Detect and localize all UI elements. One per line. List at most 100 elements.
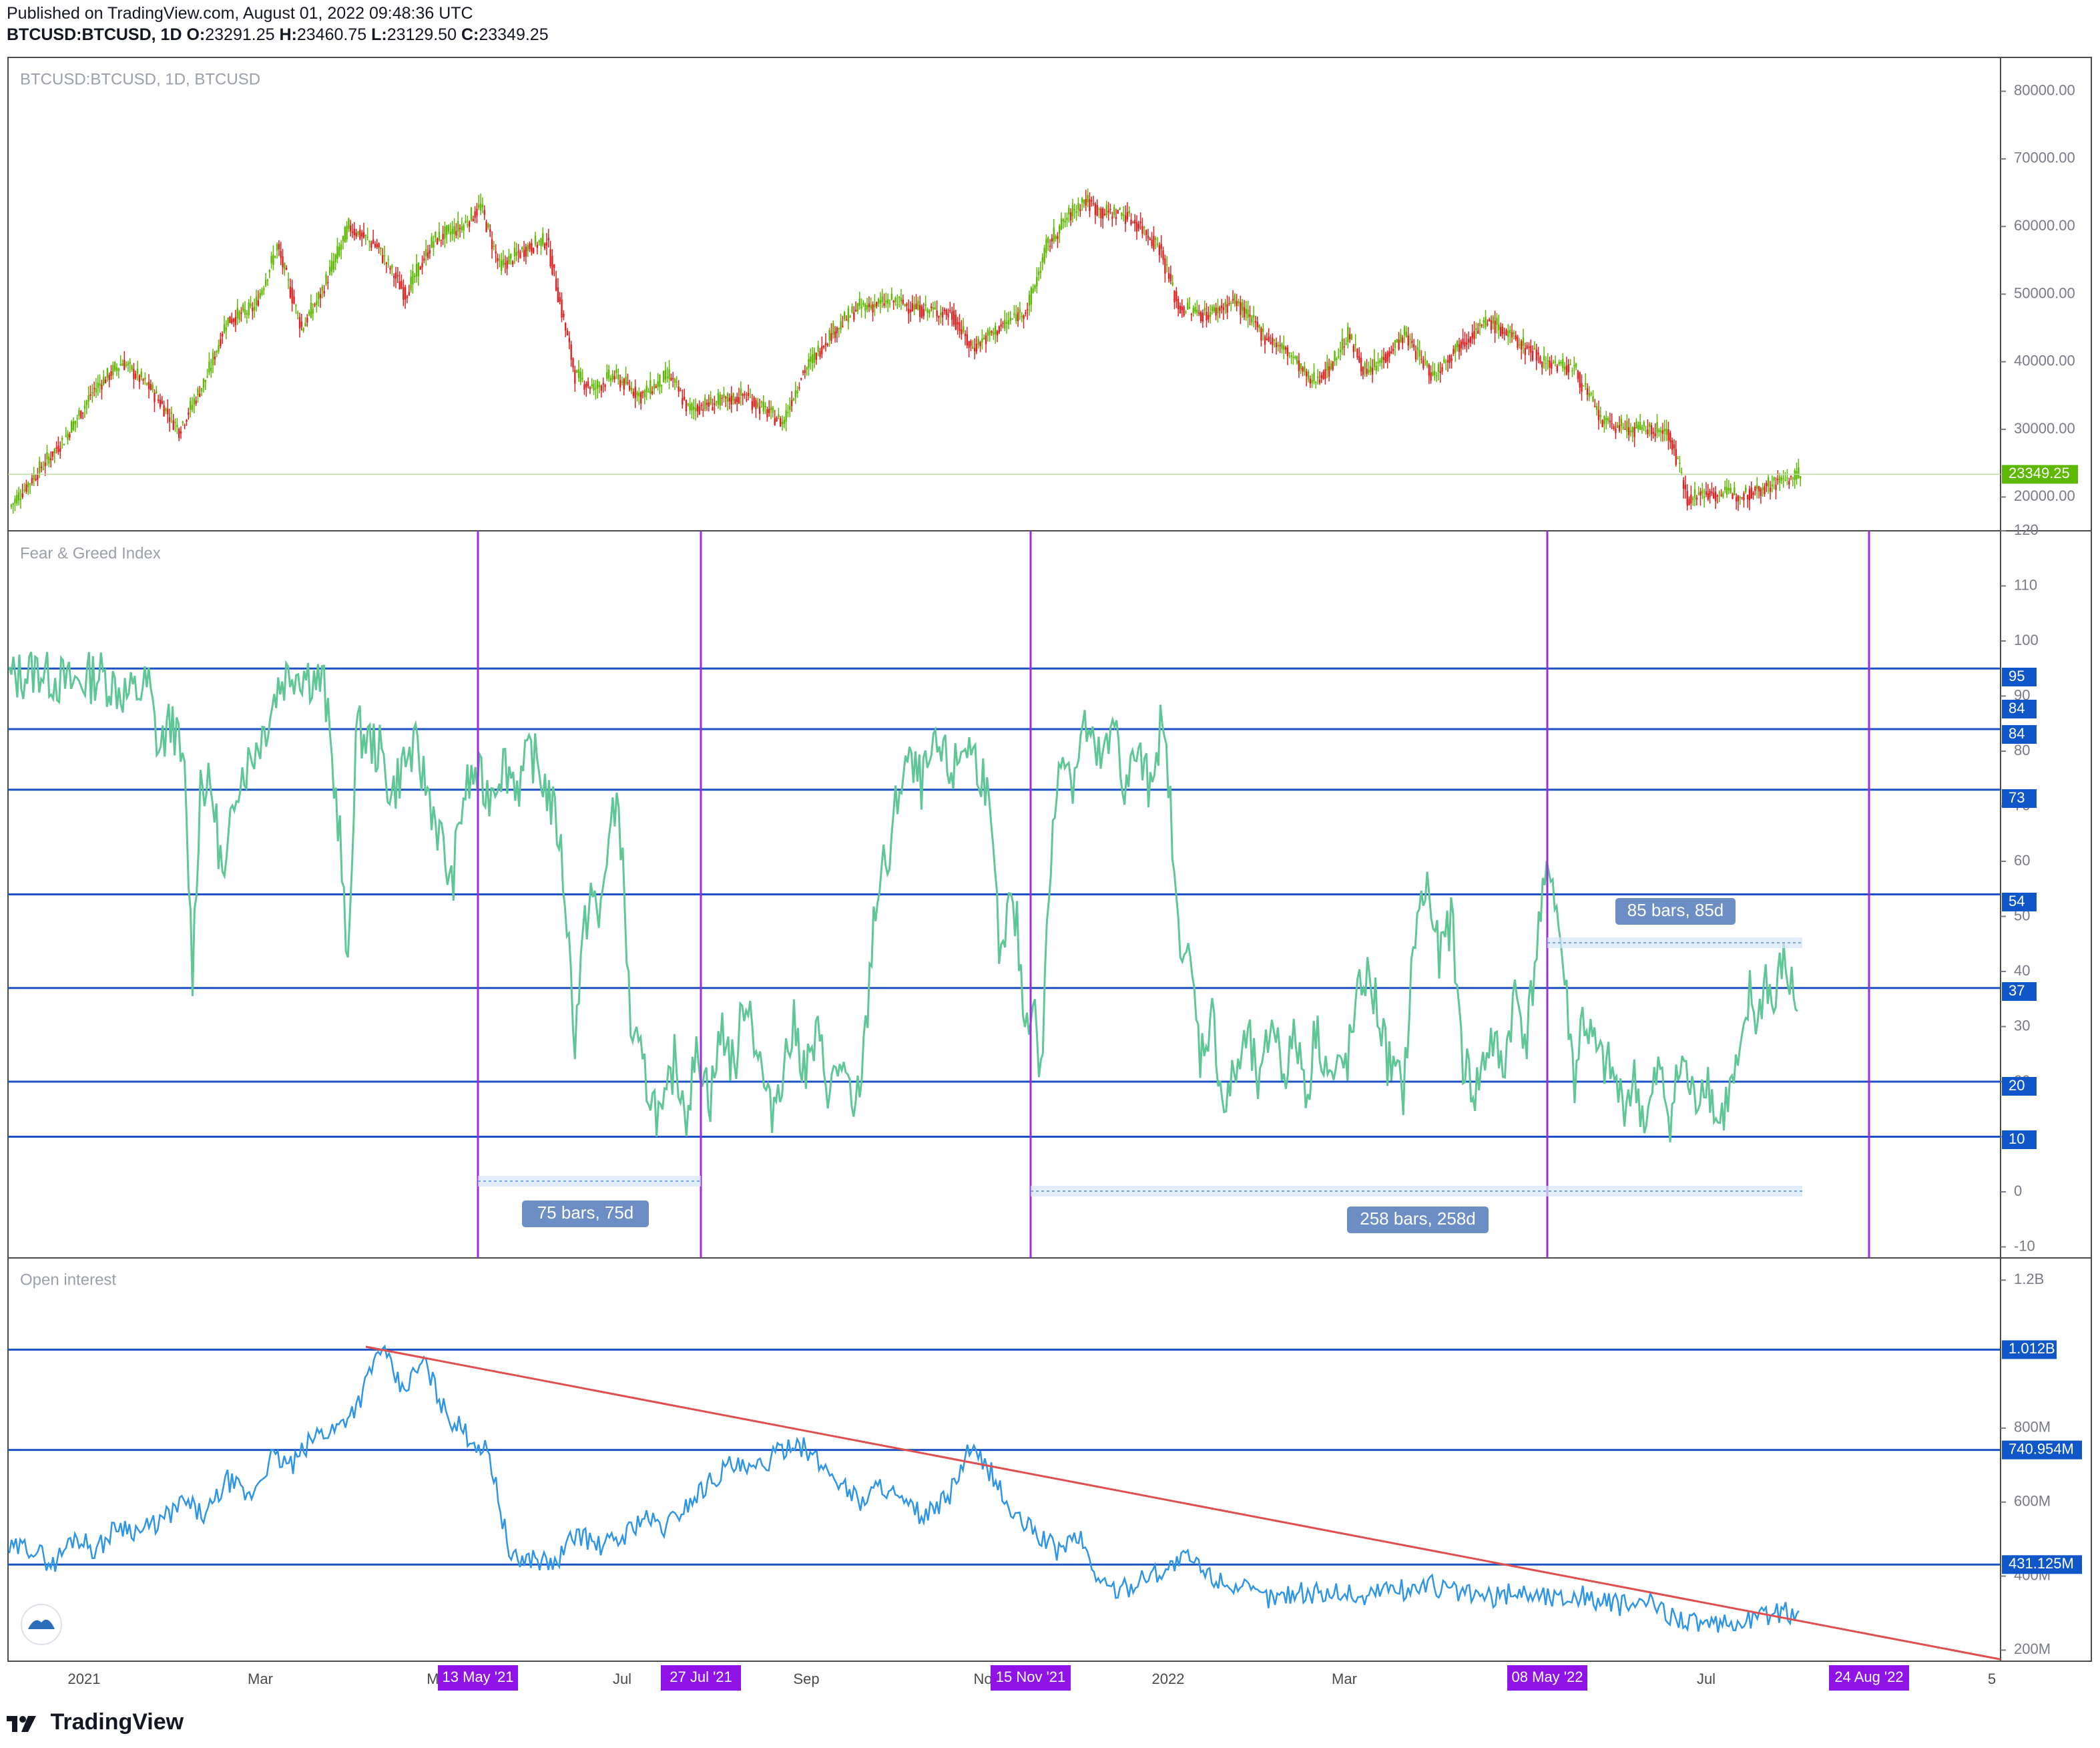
fng-level-label: 84 <box>2009 725 2025 742</box>
candle-body <box>276 244 278 251</box>
measure-range[interactable] <box>478 1176 701 1186</box>
candle-body <box>1017 312 1019 322</box>
candle-body <box>1266 339 1268 341</box>
candle-body <box>545 242 548 246</box>
candle-body <box>1011 318 1013 320</box>
candle-body <box>583 384 585 390</box>
measure-range[interactable] <box>1547 937 1802 948</box>
date-marker-label[interactable]: 15 Nov '21 <box>996 1669 1066 1685</box>
candle-body <box>497 258 499 262</box>
candle-body <box>1133 220 1136 224</box>
candle-body <box>1043 248 1045 263</box>
candle-body <box>957 322 959 325</box>
candle-body <box>362 232 365 238</box>
candle-body <box>285 268 288 270</box>
date-marker-label[interactable]: 27 Jul '21 <box>670 1669 732 1685</box>
candle-body <box>828 330 830 341</box>
candle-body <box>1603 416 1605 424</box>
candle-body <box>1188 306 1191 308</box>
candle-body <box>1659 430 1662 433</box>
candle-body <box>1488 319 1491 322</box>
oi-axis-tick-label: 1.2B <box>2014 1271 2044 1287</box>
candle-body <box>387 259 389 260</box>
candle-body <box>1307 371 1310 380</box>
time-axis-label: Sep <box>793 1671 819 1687</box>
candle-body <box>340 244 342 250</box>
candle-body <box>229 316 231 323</box>
candle-body <box>417 262 420 276</box>
candle-body <box>138 375 141 382</box>
candle-body <box>1226 304 1228 313</box>
tradingview-logo[interactable]: TradingView <box>7 1709 184 1735</box>
candle-body <box>270 256 272 264</box>
date-marker-label[interactable]: 24 Aug '22 <box>1834 1669 1903 1685</box>
candle-body <box>1345 343 1347 345</box>
candle-body <box>10 505 13 507</box>
candle-body <box>1718 492 1720 494</box>
chart-border <box>7 57 2092 1662</box>
candle-body <box>348 218 350 229</box>
candle-body <box>1109 209 1111 210</box>
time-axis[interactable]: 2021MarMayJulSepNov2022MarJul513 May '21… <box>68 1665 1997 1691</box>
candle-body <box>721 397 723 399</box>
candle-body <box>23 489 25 491</box>
fear-greed-pane[interactable]: Fear & Greed Index1201101009080706050403… <box>8 521 2039 1255</box>
candle-body <box>189 401 192 410</box>
candle-body <box>639 392 642 404</box>
candle-body <box>453 226 455 234</box>
candle-body <box>868 303 870 307</box>
candle-body <box>604 385 606 387</box>
candle-body <box>123 360 125 371</box>
candle-body <box>515 252 517 256</box>
candle-body <box>1690 494 1692 503</box>
candle-body <box>72 421 75 431</box>
candle-body <box>1032 288 1034 293</box>
candle-body <box>706 403 708 405</box>
candle-body <box>1066 217 1068 221</box>
candle-body <box>606 372 608 379</box>
drawings-overlay[interactable]: 75 bars, 75d 258 bars, 258d 85 bars, 85d <box>477 531 1870 1258</box>
open-interest-pane[interactable]: Open interest 1.2B800M600M400M200M1.012B7… <box>8 1271 2082 1661</box>
candle-body <box>1264 336 1266 345</box>
candle-body <box>1208 315 1210 320</box>
candle-body <box>1517 337 1519 348</box>
price-pane[interactable]: BTCUSD:BTCUSD, 1D, BTCUSD 80000.00 70000.0… <box>8 70 2078 514</box>
candle-body <box>216 351 218 353</box>
fng-level-label: 84 <box>2009 700 2025 716</box>
candle-body <box>519 252 521 258</box>
candle-body <box>48 456 50 464</box>
candle-body <box>257 300 260 306</box>
candle-body <box>392 276 395 278</box>
candle-body <box>302 328 304 331</box>
candle-body <box>1130 219 1132 225</box>
candle-body <box>404 287 407 300</box>
candle-body <box>881 296 883 302</box>
candle-body <box>822 346 825 348</box>
candle-body <box>65 435 67 437</box>
candle-body <box>280 250 282 258</box>
candle-body <box>732 393 734 401</box>
candle-body <box>1565 365 1568 375</box>
price-axis-tick-label: 50000.00 <box>2014 284 2075 301</box>
candle-body <box>1045 238 1047 253</box>
date-marker-label[interactable]: 08 May '22 <box>1512 1669 1583 1685</box>
date-marker-label[interactable]: 13 May '21 <box>443 1669 514 1685</box>
candle-body <box>774 418 776 425</box>
candle-body <box>1462 339 1464 345</box>
candle-body <box>726 393 729 402</box>
candle-body <box>1739 497 1741 499</box>
oi-trendline[interactable] <box>365 1345 2001 1661</box>
candle-body <box>1348 334 1351 339</box>
candle-body <box>517 251 519 253</box>
candle-body <box>757 402 759 407</box>
candle-body <box>478 204 480 208</box>
candle-body <box>1196 309 1198 314</box>
candle-body <box>1599 415 1601 417</box>
candle-body <box>1300 363 1302 370</box>
candle-body <box>1588 393 1591 397</box>
candle-body <box>1119 208 1121 210</box>
candle-body <box>1262 329 1264 332</box>
oi-axis-tick-label: 200M <box>2014 1641 2051 1657</box>
candle-body <box>964 334 967 337</box>
